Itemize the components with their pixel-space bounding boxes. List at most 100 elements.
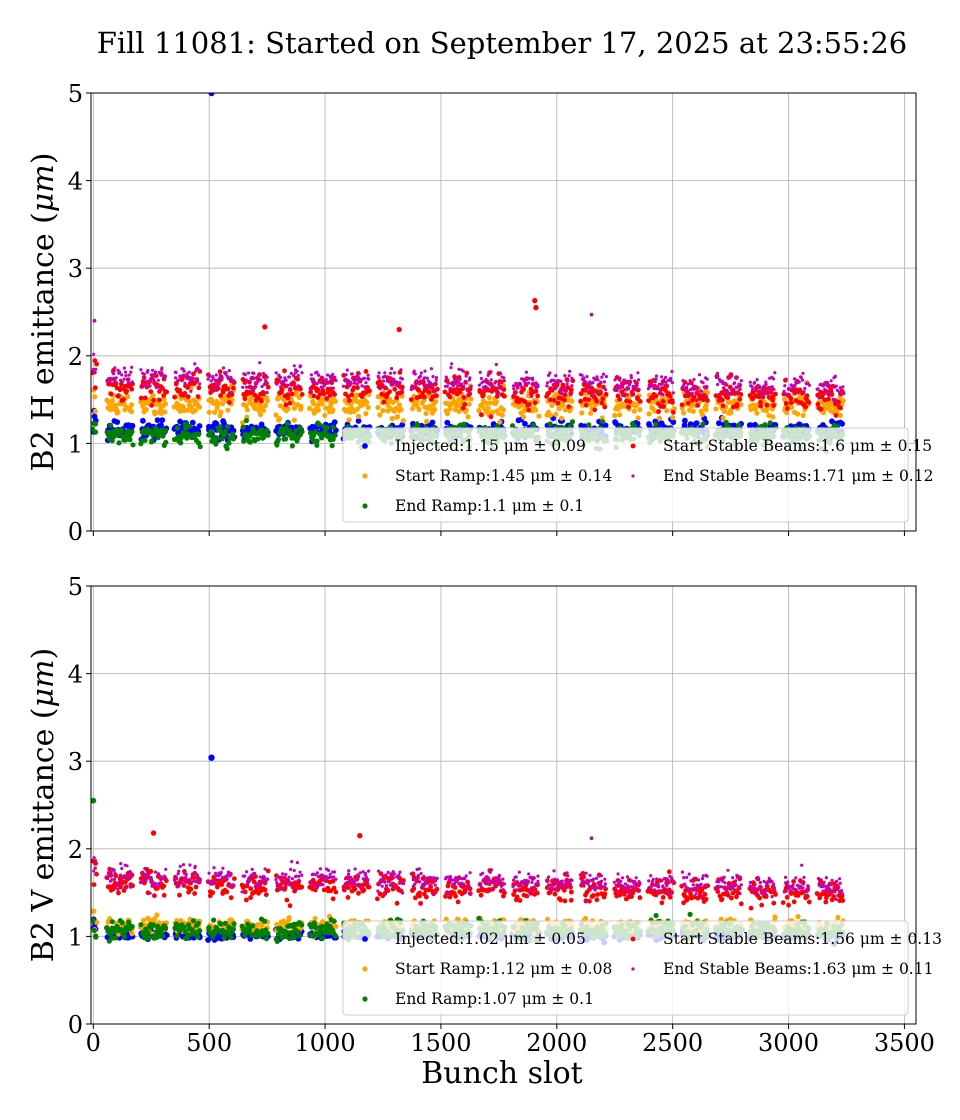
data-point (762, 391, 766, 395)
data-point (398, 381, 402, 385)
data-point (392, 377, 396, 381)
data-point (221, 420, 227, 427)
data-point (185, 372, 189, 376)
data-point (734, 391, 739, 395)
data-point (314, 438, 320, 444)
data-point (264, 427, 270, 433)
data-point (705, 385, 709, 389)
data-point (333, 923, 339, 930)
data-point (604, 375, 609, 379)
data-point (724, 383, 729, 387)
data-point (211, 377, 215, 381)
data-point (551, 383, 555, 387)
data-point (686, 400, 691, 406)
data-point (653, 912, 659, 919)
data-point (783, 384, 787, 388)
data-point (653, 421, 659, 427)
data-point (419, 371, 423, 375)
data-point (444, 419, 451, 426)
data-point (241, 438, 247, 444)
data-point (322, 412, 328, 418)
data-point (387, 379, 391, 383)
data-point (772, 387, 776, 392)
data-point (838, 405, 843, 411)
data-point (377, 371, 381, 375)
data-point (285, 395, 291, 401)
data-point (379, 386, 383, 390)
data-point (150, 392, 156, 398)
data-point (208, 428, 214, 435)
data-point (291, 935, 298, 941)
data-point (651, 384, 656, 388)
data-point (627, 383, 632, 387)
data-point (627, 399, 633, 404)
data-point (155, 435, 161, 441)
data-point (667, 393, 673, 399)
data-point (225, 407, 231, 413)
data-point (129, 931, 135, 937)
data-point (716, 382, 720, 387)
data-point (351, 385, 357, 390)
data-point (679, 405, 685, 411)
data-point (795, 411, 801, 417)
data-point (533, 388, 539, 394)
data-point (218, 393, 224, 398)
data-point (157, 397, 162, 403)
data-point (713, 406, 719, 412)
data-point (479, 402, 485, 408)
data-point (244, 407, 250, 413)
data-point (262, 324, 268, 330)
data-point (527, 402, 532, 407)
data-point (532, 400, 538, 406)
data-point (394, 395, 400, 401)
data-point (817, 396, 821, 400)
data-point (736, 422, 742, 428)
y-tick-label: 1 (68, 430, 83, 458)
data-point (108, 407, 114, 413)
data-point (317, 373, 321, 377)
data-point (548, 397, 553, 403)
data-point (516, 386, 520, 390)
data-point (690, 391, 694, 395)
data-point (227, 369, 231, 373)
data-point (562, 392, 568, 398)
data-point (547, 373, 551, 377)
data-point (319, 401, 325, 407)
data-point (324, 378, 328, 382)
data-point (582, 915, 589, 922)
data-point (114, 419, 121, 425)
data-point (410, 406, 416, 412)
data-point (159, 417, 166, 423)
data-point (191, 371, 196, 377)
data-point (633, 379, 637, 383)
data-point (615, 388, 619, 393)
data-point (109, 398, 116, 404)
data-point (392, 386, 398, 392)
data-point (680, 385, 685, 389)
data-point (476, 915, 482, 921)
data-point (444, 411, 450, 417)
data-point (738, 387, 742, 391)
data-point (670, 400, 675, 405)
data-point (206, 377, 210, 381)
data-point (545, 381, 550, 385)
data-point (465, 414, 471, 420)
data-point (833, 413, 839, 418)
data-point (815, 392, 821, 398)
data-point (363, 411, 369, 417)
data-point (626, 386, 630, 390)
data-point (838, 386, 842, 390)
data-point (653, 393, 659, 399)
data-point (717, 393, 721, 397)
data-point (94, 361, 99, 367)
data-point (598, 389, 602, 393)
data-point (646, 411, 652, 417)
data-point (148, 380, 152, 384)
data-point (263, 381, 268, 385)
data-point (363, 385, 367, 389)
data-point (737, 396, 743, 402)
data-point (174, 376, 178, 380)
data-point (562, 386, 566, 390)
data-point (225, 386, 231, 392)
data-point (265, 930, 271, 936)
